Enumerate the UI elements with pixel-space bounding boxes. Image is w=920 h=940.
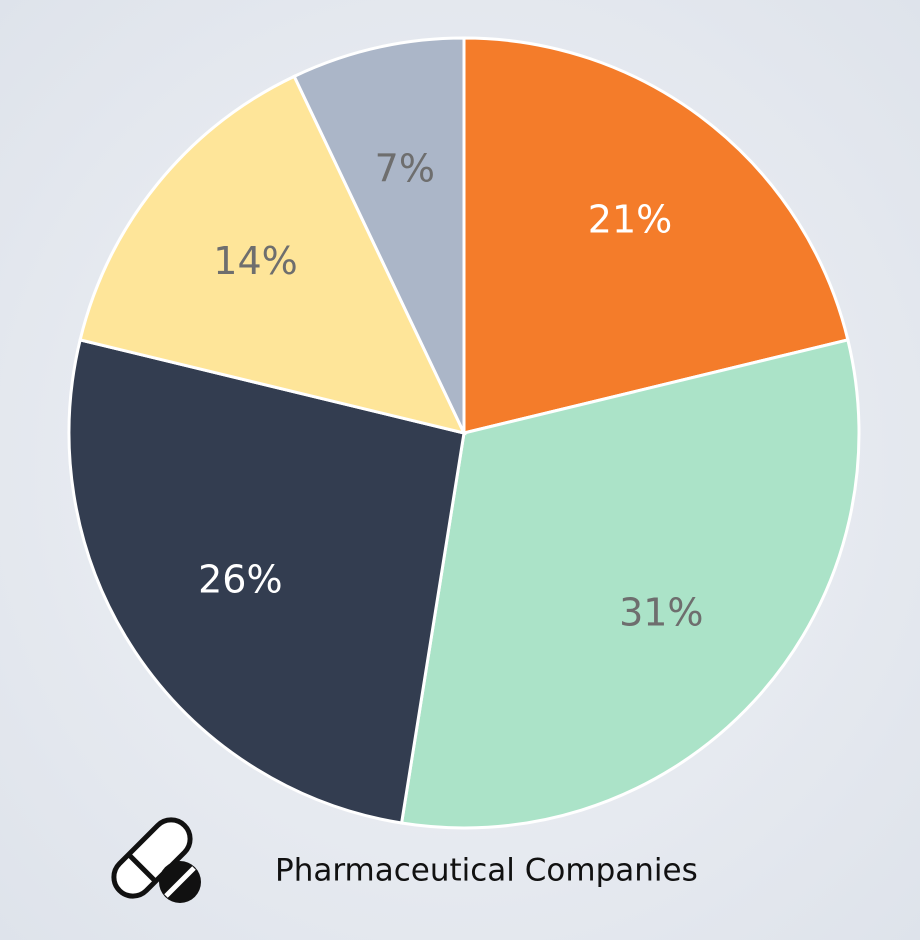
slice: [399, 338, 861, 830]
slice: [462, 36, 850, 435]
data-label: 26%: [198, 557, 282, 601]
data-label: 7%: [375, 146, 435, 190]
data-label: 31%: [619, 591, 703, 635]
slice: [78, 74, 467, 436]
labels: 21% 31% 26% 14% 7%: [198, 146, 703, 634]
caption: Pharmaceutical Companies: [275, 853, 698, 889]
data-label: 21%: [588, 197, 672, 241]
data-label: 14%: [213, 239, 297, 283]
slice: [67, 338, 466, 825]
pie: [67, 36, 861, 830]
slice: [292, 36, 466, 434]
pill-icon: [111, 817, 201, 903]
